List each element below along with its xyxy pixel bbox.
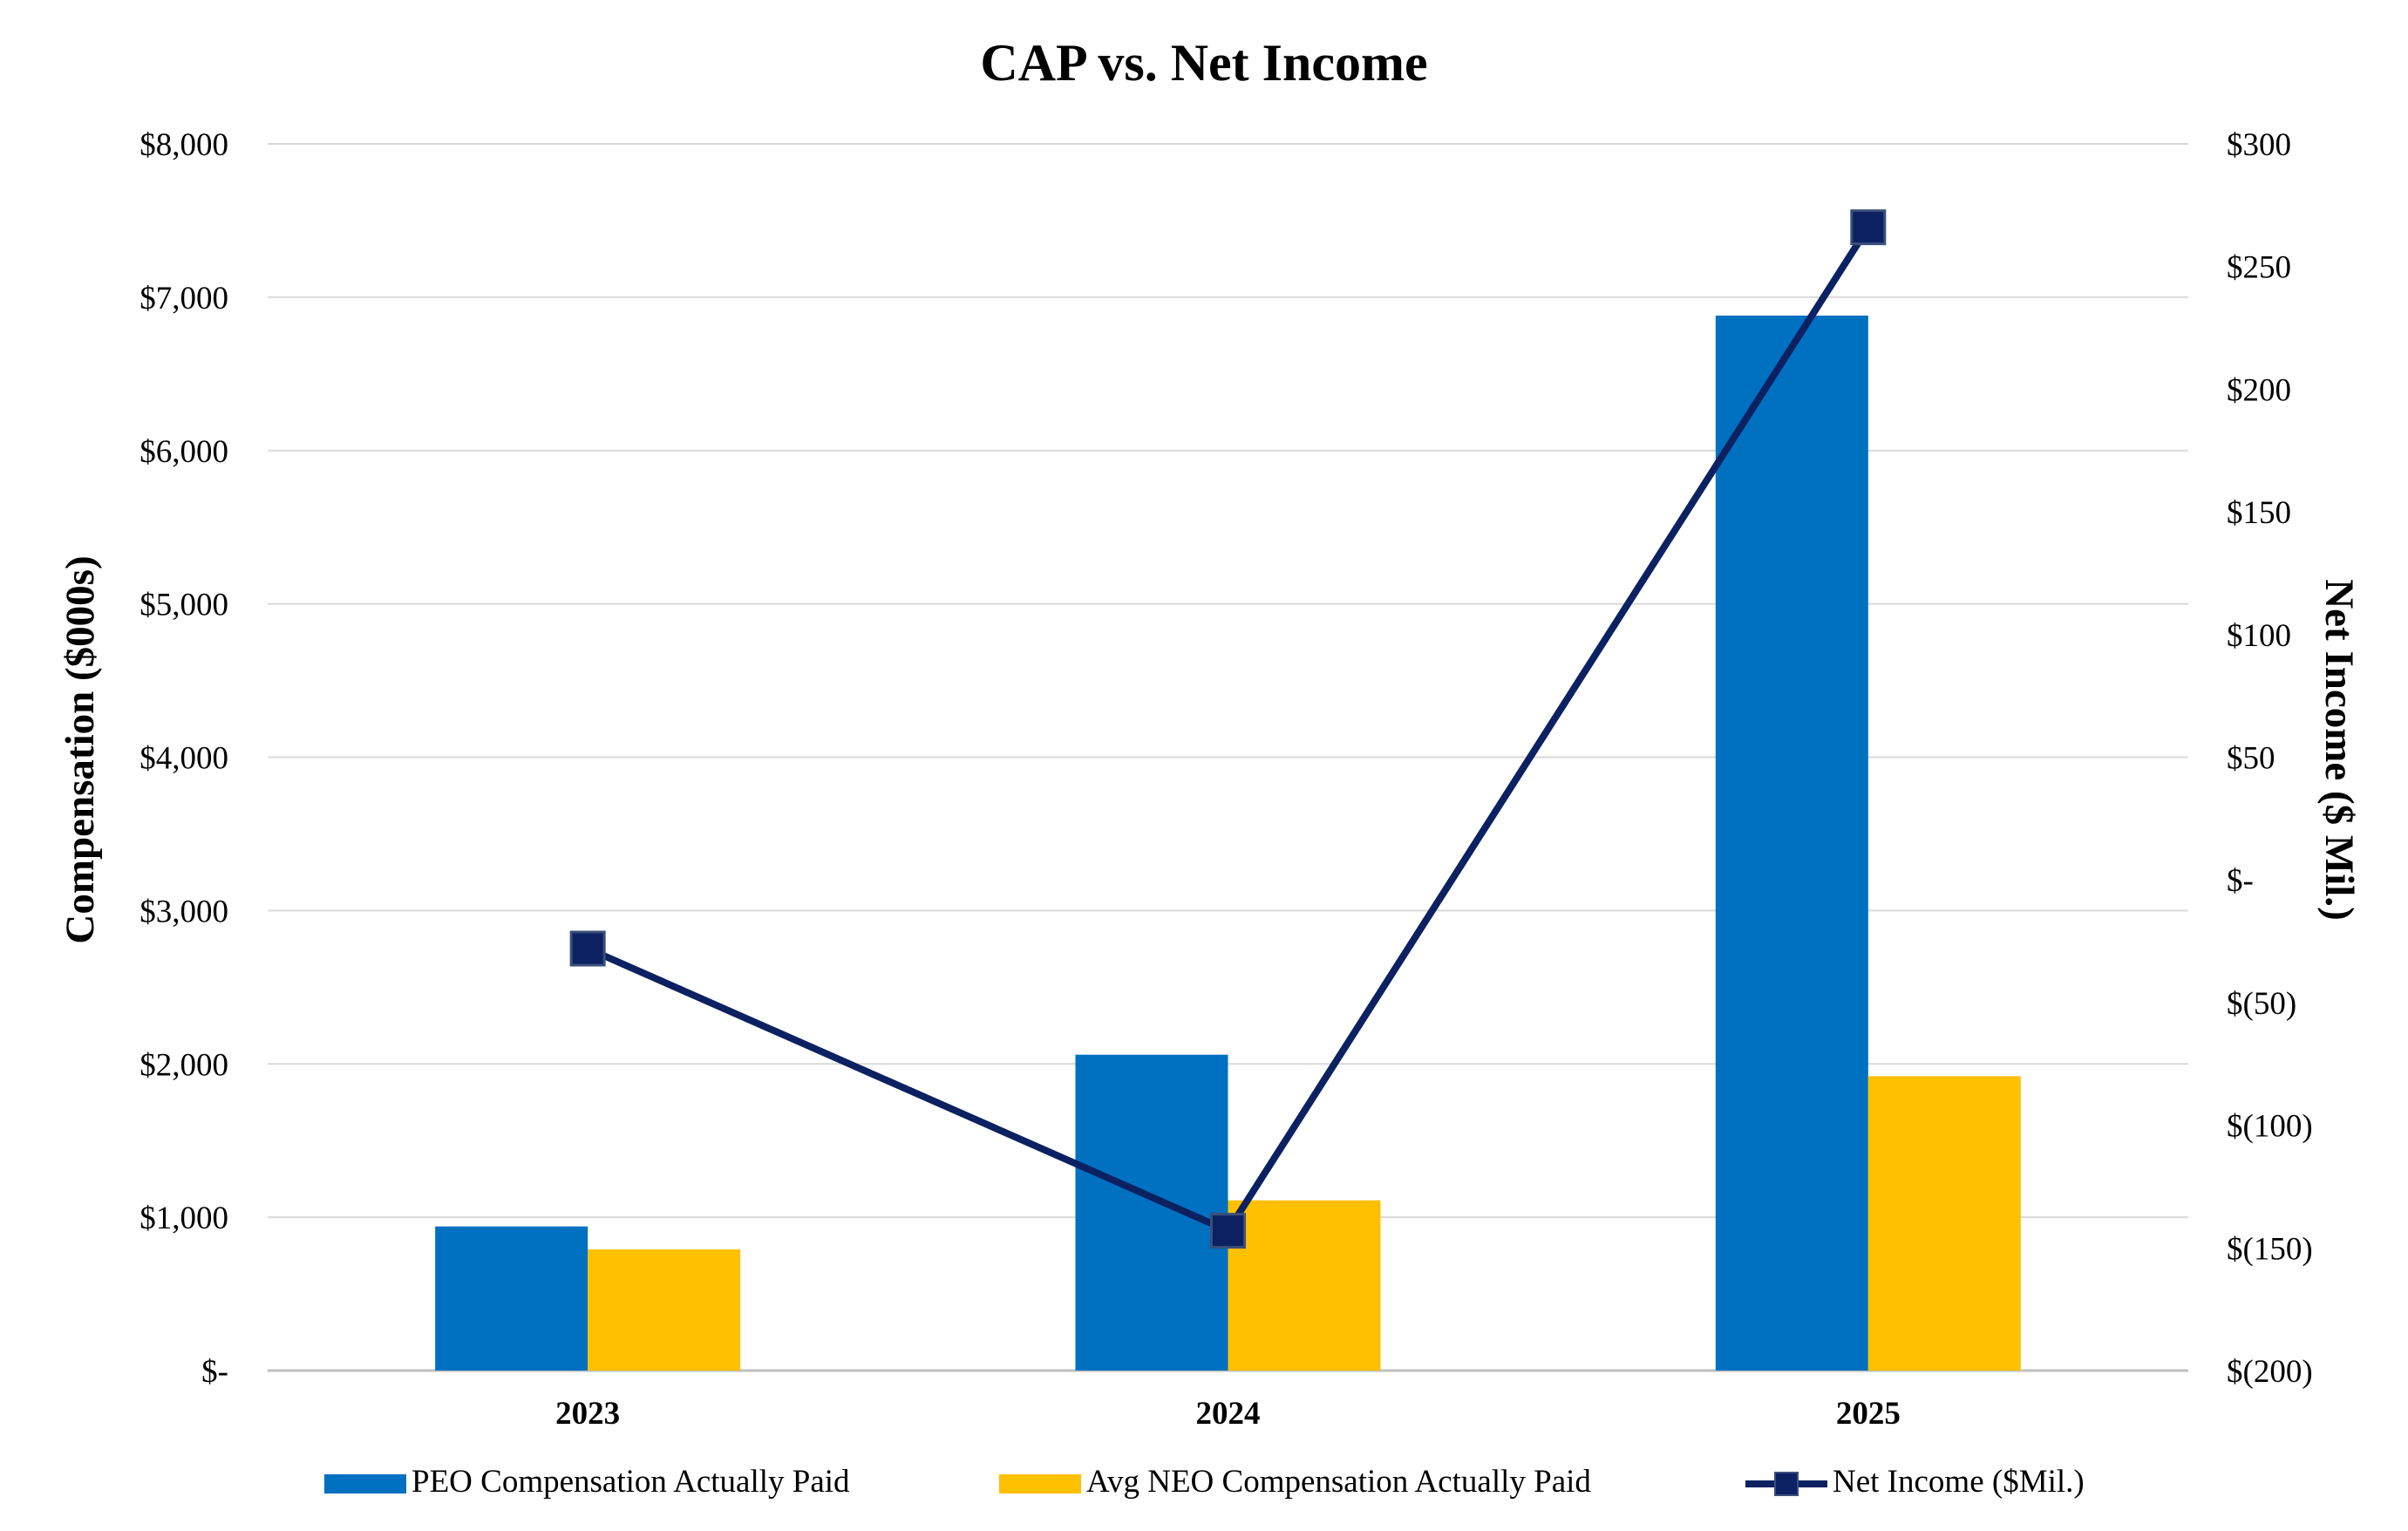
x-axis-tick-label: 2025	[1836, 1396, 1901, 1432]
left-axis-label: Compensation ($000s)	[58, 555, 103, 943]
left-axis-tick-label: $7,000	[139, 281, 228, 316]
legend-swatch-marker	[1774, 1472, 1799, 1496]
left-axis-tick-label: $6,000	[139, 434, 228, 470]
left-axis-tick-label: $2,000	[139, 1047, 228, 1083]
right-axis-tick-label: $200	[2227, 372, 2291, 408]
x-axis-tick-label: 2024	[1196, 1396, 1261, 1432]
left-axis-tick-label: $3,000	[139, 894, 228, 929]
net-income-point-2023	[569, 930, 606, 967]
legend-label: Avg NEO Compensation Actually Paid	[1086, 1464, 1591, 1500]
legend-label: PEO Compensation Actually Paid	[412, 1464, 850, 1500]
legend-swatch	[324, 1474, 406, 1494]
legend: PEO Compensation Actually Paid Avg NEO Co…	[324, 1464, 2085, 1500]
right-axis-tick-label: $250	[2227, 250, 2291, 286]
right-axis-tick-label: $(100)	[2227, 1109, 2313, 1145]
right-axis-tick-label: $100	[2227, 618, 2291, 654]
bar-avg-neo-2025	[1867, 1076, 2021, 1371]
bar-peo-2025	[1715, 315, 1868, 1371]
net-income-point-2025	[1850, 209, 1887, 246]
legend-label: Net Income ($Mil.)	[1833, 1464, 2085, 1500]
right-axis-tick-label: $(150)	[2227, 1231, 2313, 1267]
left-axis-tick-label: $5,000	[139, 588, 228, 623]
bar-peo-2024	[1075, 1054, 1228, 1371]
right-axis-label: Net Income ($ Mil.)	[2316, 579, 2362, 921]
net-income-point-2024	[1210, 1213, 1246, 1249]
bar-peo-2023	[435, 1226, 588, 1371]
x-axis-ticks: 2023 2024 2025	[555, 1396, 1901, 1432]
x-axis-tick-label: 2023	[555, 1396, 620, 1432]
right-axis-ticks: $(200) $(150) $(100) $(50) $- $50 $100 $150 $200…	[2227, 127, 2313, 1390]
legend-swatch	[999, 1474, 1081, 1494]
chart-title: CAP vs. Net Income	[980, 34, 1427, 92]
bar-avg-neo-2024	[1228, 1200, 1381, 1371]
right-axis-tick-label: $(200)	[2227, 1354, 2313, 1390]
right-axis-tick-label: $-	[2227, 863, 2254, 899]
right-axis-tick-label: $150	[2227, 495, 2291, 531]
right-axis-tick-label: $50	[2227, 741, 2275, 777]
right-axis-tick-label: $(50)	[2227, 986, 2296, 1022]
left-axis-tick-label: $1,000	[139, 1201, 228, 1236]
left-axis-tick-label: $-	[201, 1354, 228, 1390]
right-axis-tick-label: $300	[2227, 127, 2291, 163]
net-income-line-series	[569, 209, 1887, 1249]
bar-avg-neo-2023	[588, 1249, 741, 1371]
left-axis-tick-label: $4,000	[139, 741, 228, 777]
left-axis-tick-label: $8,000	[139, 127, 228, 163]
left-axis-ticks: $- $1,000 $2,000 $3,000 $4,000 $5,000 $6,000 $7…	[139, 127, 228, 1390]
bars	[435, 315, 2021, 1371]
